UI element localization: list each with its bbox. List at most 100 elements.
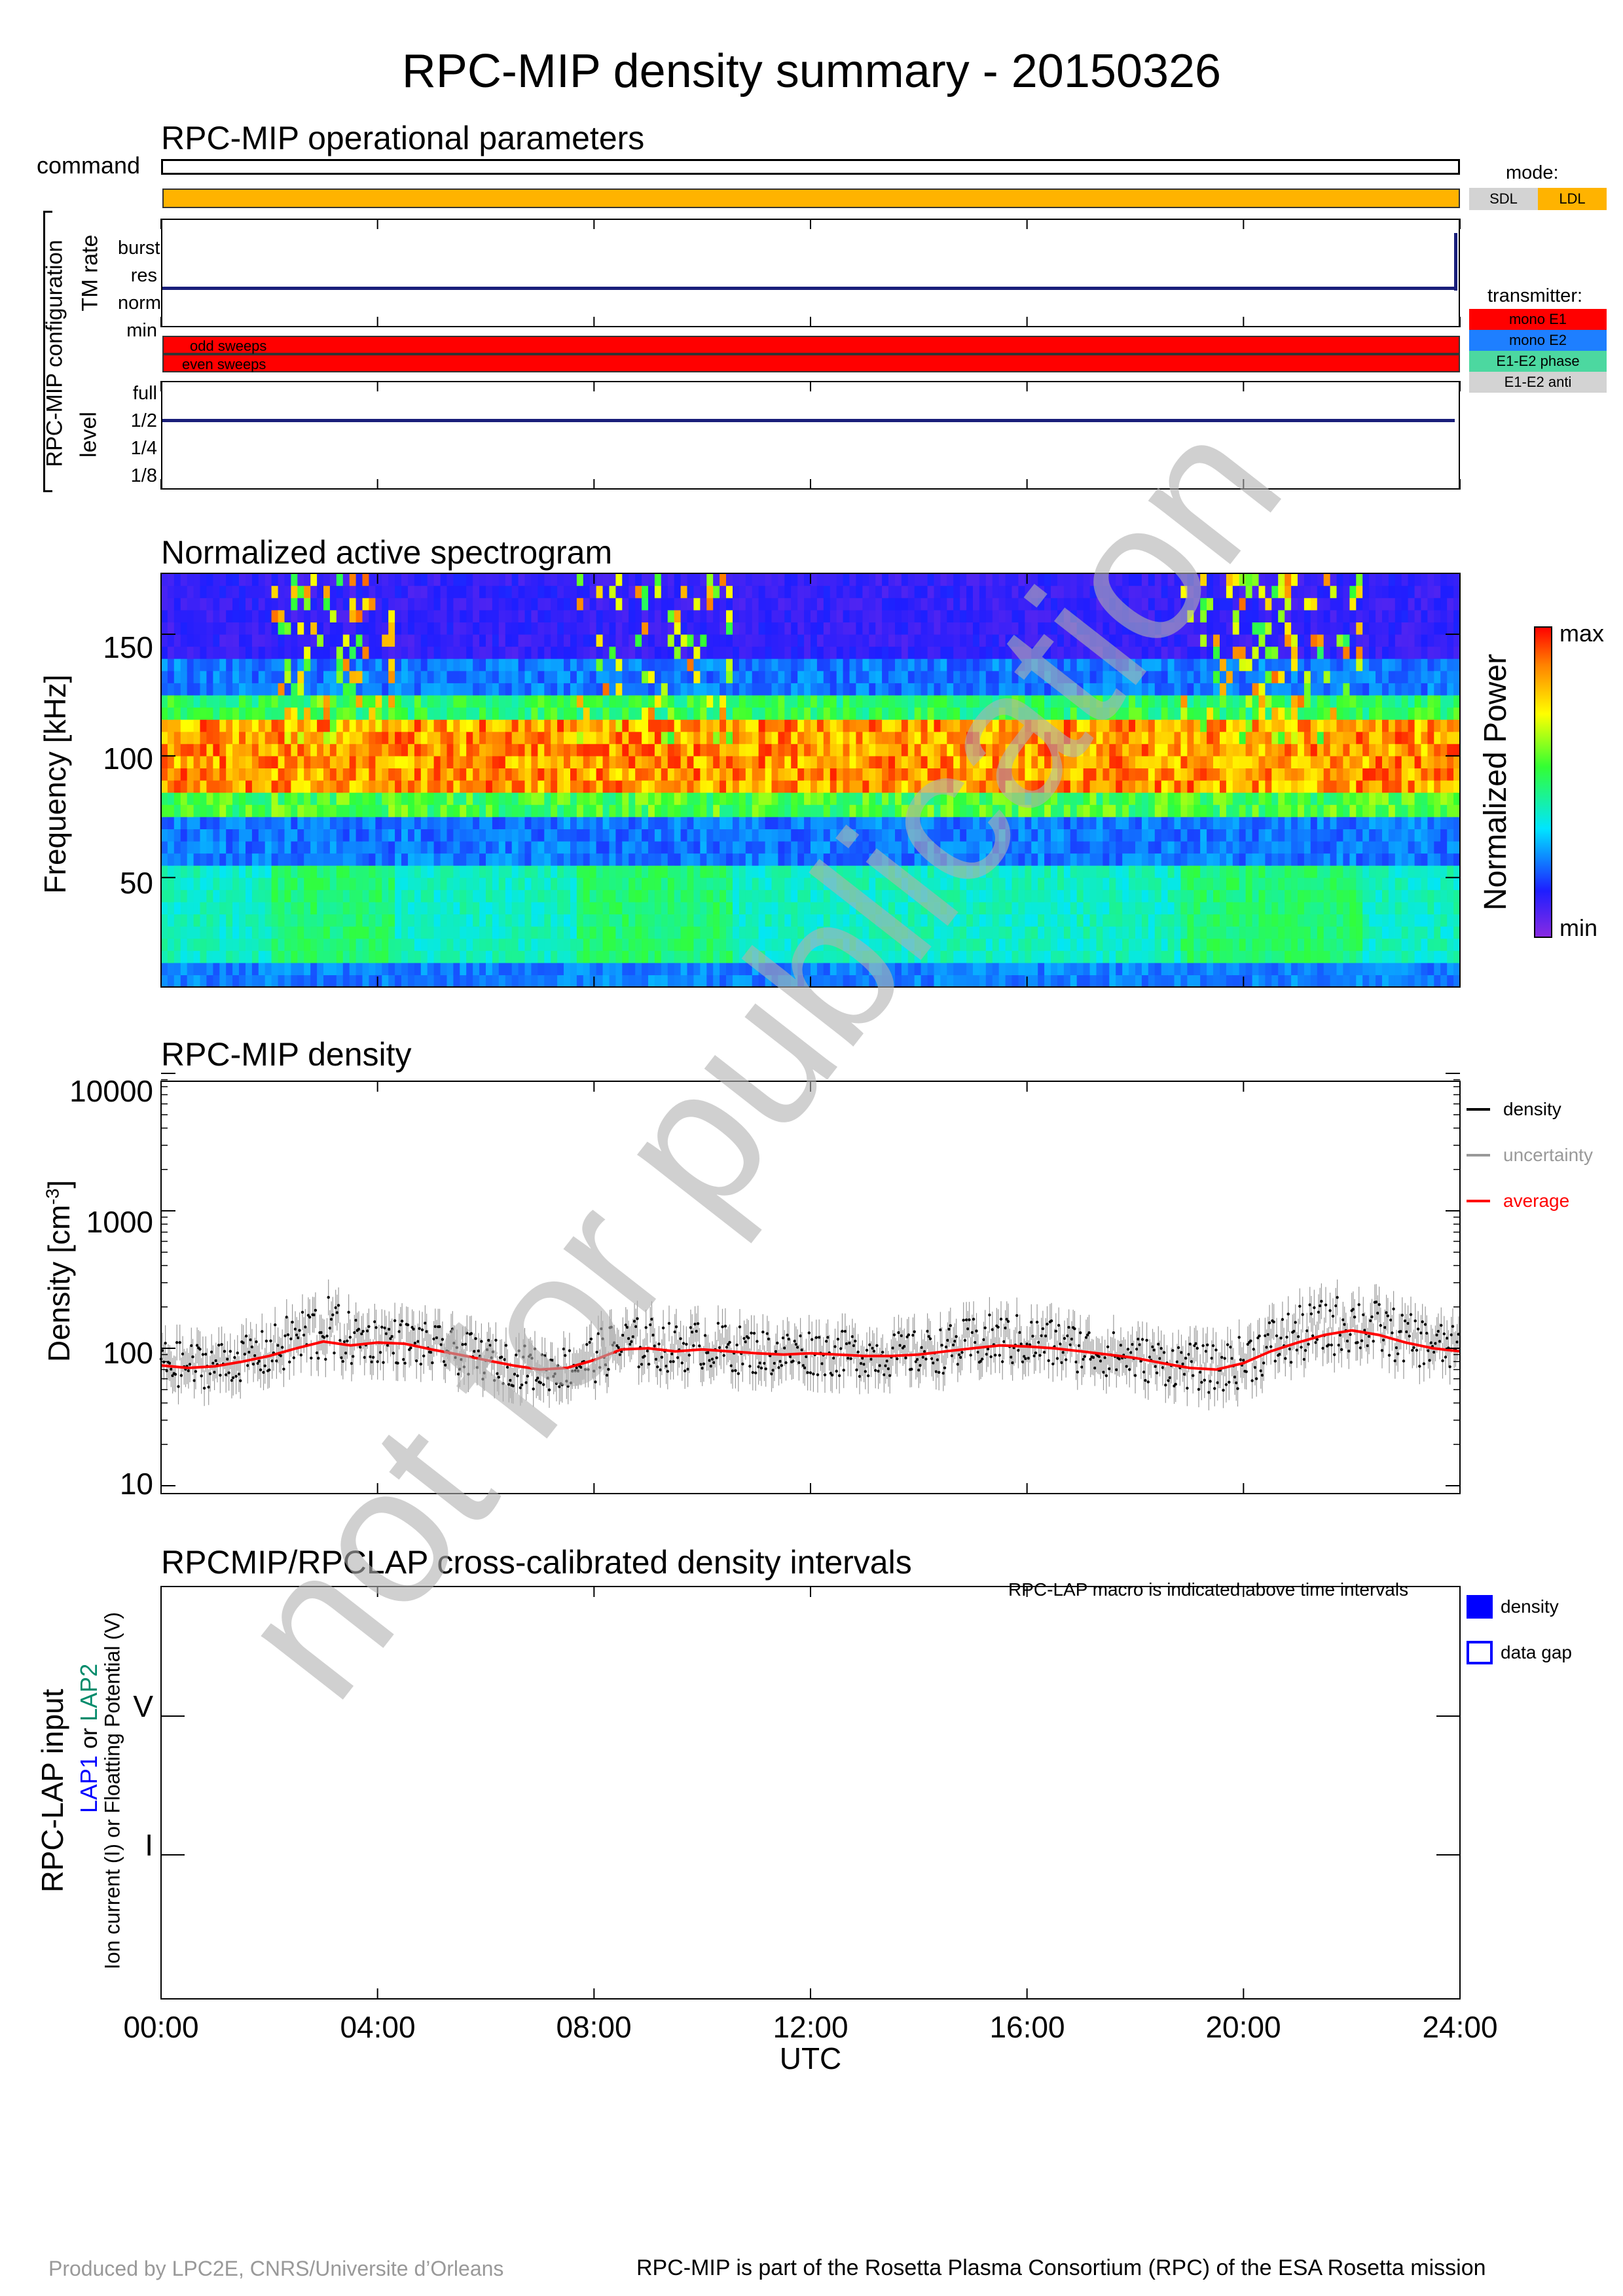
spectrogram-cell: [213, 694, 220, 708]
spectrogram-cell: [895, 694, 902, 708]
spectrogram-cell: [1038, 901, 1045, 915]
spectrogram-cell: [427, 962, 435, 975]
spectrogram-cell: [388, 938, 395, 951]
spectrogram-cell: [167, 694, 175, 708]
spectrogram-cell: [966, 804, 974, 817]
spectrogram-cell: [447, 792, 454, 805]
spectrogram-cell: [1018, 755, 1025, 768]
spectrogram-cell: [310, 658, 318, 672]
spectrogram-cell: [323, 719, 331, 732]
spectrogram-cell: [187, 585, 194, 598]
spectrogram-cell: [888, 816, 896, 829]
spectrogram-cell: [544, 840, 551, 854]
spectrogram-cell: [856, 768, 863, 781]
spectrogram-cell: [869, 585, 876, 598]
spectrogram-cell: [564, 598, 571, 611]
spectrogram-cell: [173, 658, 181, 672]
spectrogram-cell: [1038, 670, 1045, 683]
spectrogram-cell: [401, 950, 409, 963]
spectrogram-cell: [1044, 840, 1051, 854]
spectrogram-cell: [304, 792, 311, 805]
spectrogram-cell: [167, 707, 175, 720]
spectrogram-cell: [1057, 914, 1065, 927]
spectrogram-cell: [498, 719, 506, 732]
spectrogram-cell: [784, 609, 792, 622]
spectrogram-cell: [739, 646, 746, 659]
spectrogram-cell: [804, 670, 811, 683]
spectrogram-cell: [622, 646, 629, 659]
spectrogram-cell: [733, 598, 740, 611]
spectrogram-cell: [161, 840, 168, 854]
spectrogram-cell: [531, 744, 538, 757]
spectrogram-cell: [687, 792, 694, 805]
spectrogram-cell: [849, 780, 856, 793]
spectrogram-cell: [758, 658, 766, 672]
spectrogram-cell: [206, 694, 213, 708]
spectrogram-cell: [720, 865, 727, 878]
spectrogram-cell: [1063, 744, 1071, 757]
spectrogram-cell: [401, 573, 409, 586]
spectrogram-cell: [505, 950, 513, 963]
spectrogram-cell: [362, 707, 369, 720]
spectrogram-cell: [544, 598, 551, 611]
spectrogram-cell: [596, 780, 604, 793]
spectrogram-cell: [278, 683, 285, 696]
spectrogram-cell: [492, 585, 500, 598]
spectrogram-cell: [940, 780, 947, 793]
spectrogram-cell: [278, 780, 285, 793]
spectrogram-cell: [947, 792, 954, 805]
spectrogram-cell: [1083, 707, 1091, 720]
spectrogram-cell: [778, 683, 785, 696]
spectrogram-cell: [538, 938, 545, 951]
spectrogram-cell: [589, 744, 597, 757]
spectrogram-cell: [953, 816, 960, 829]
spectrogram-cell: [901, 840, 909, 854]
spectrogram-cell: [823, 840, 831, 854]
spectrogram-cell: [875, 792, 883, 805]
spectrogram-cell: [811, 853, 818, 866]
spectrogram-cell: [985, 926, 993, 939]
spectrogram-cell: [797, 962, 805, 975]
spectrogram-cell: [784, 683, 792, 696]
spectrogram-cell: [778, 889, 785, 903]
spectrogram-cell: [167, 901, 175, 915]
spectrogram-cell: [356, 719, 363, 732]
spectrogram-cell: [966, 573, 974, 586]
spectrogram-cell: [557, 829, 564, 842]
spectrogram-cell: [557, 926, 564, 939]
spectrogram-cell: [791, 755, 798, 768]
spectrogram-cell: [473, 598, 480, 611]
spectrogram-cell: [602, 914, 610, 927]
spectrogram-cell: [648, 950, 655, 963]
spectrogram-cell: [992, 792, 1000, 805]
spectrogram-cell: [492, 829, 500, 842]
spectrogram-cell: [888, 804, 896, 817]
spectrogram-cell: [329, 853, 337, 866]
spectrogram-cell: [836, 889, 844, 903]
spectrogram-cell: [511, 634, 519, 647]
spectrogram-cell: [349, 707, 357, 720]
spectrogram-cell: [1076, 622, 1084, 635]
spectrogram-cell: [907, 877, 915, 890]
spectrogram-cell: [882, 853, 889, 866]
spectrogram-cell: [576, 780, 584, 793]
spectrogram-cell: [674, 755, 682, 768]
spectrogram-cell: [349, 840, 357, 854]
spectrogram-cell: [388, 865, 395, 878]
spectrogram-cell: [570, 780, 577, 793]
spectrogram-cell: [953, 938, 960, 951]
spectrogram-cell: [966, 914, 974, 927]
spectrogram-cell: [291, 950, 298, 963]
spectrogram-cell: [927, 840, 935, 854]
spectrogram-cell: [843, 609, 850, 622]
spectrogram-cell: [765, 622, 773, 635]
spectrogram-cell: [1031, 901, 1038, 915]
spectrogram-cell: [570, 585, 577, 598]
spectrogram-cell: [297, 792, 304, 805]
spectrogram-cell: [1096, 962, 1103, 975]
spectrogram-cell: [985, 840, 993, 854]
spectrogram-cell: [927, 975, 935, 988]
spectrogram-cell: [596, 585, 604, 598]
spectrogram-cell: [414, 792, 422, 805]
